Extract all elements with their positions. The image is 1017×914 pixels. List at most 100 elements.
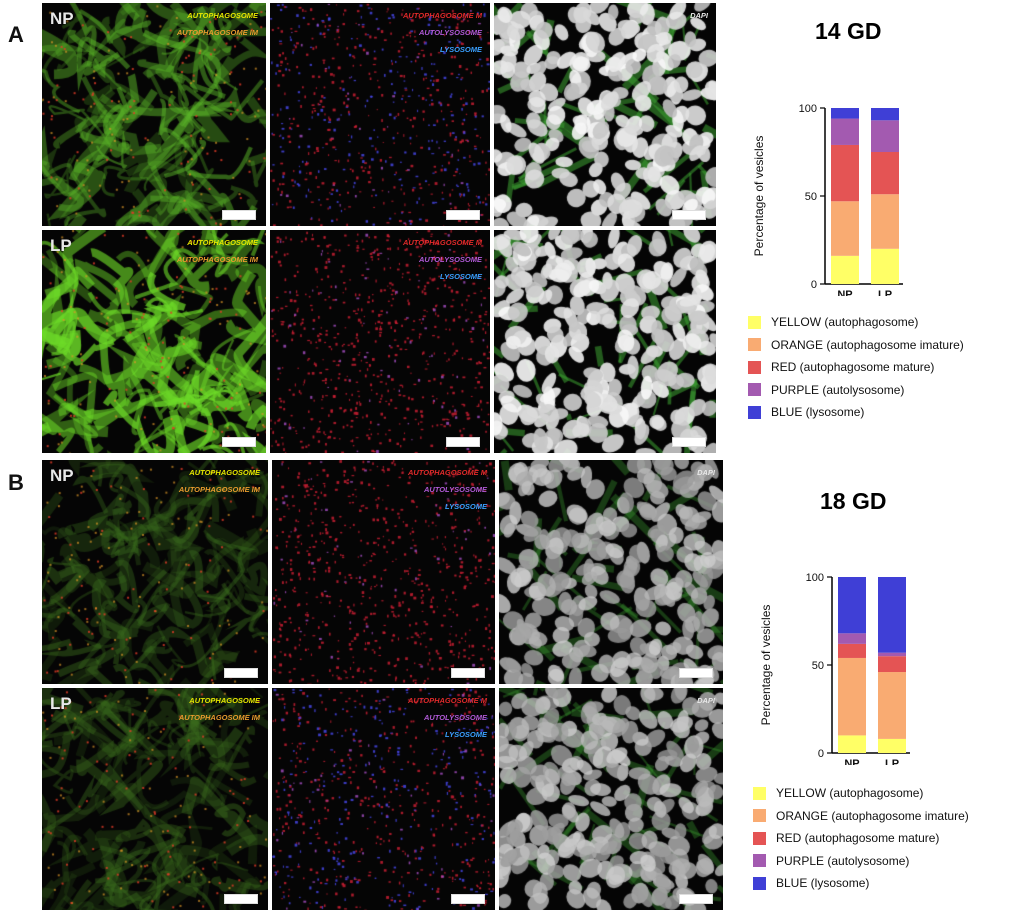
legend-swatch [753,786,766,800]
micrograph-a-2-2: AUTOPHAGOSOME M AUTOLYSOSOME LYSOSOME [270,230,490,453]
legend-swatch [748,405,761,419]
micrograph-a-1-1: NP AUTOPHAGOSOME AUTOPHAGOSOME IM [42,3,266,226]
x-tick-label: LP [878,289,892,296]
legend-swatch [748,315,761,329]
channel-label: AUTOPHAGOSOME IM [178,713,260,722]
micrograph-b-2-3: DAPI [499,688,723,910]
legend-label: ORANGE (autophagosome imature) [771,337,964,352]
scale-bar [224,894,258,904]
bar-np-yellow [838,735,866,753]
bar-np-purple [838,633,866,644]
channel-label: AUTOLYSOSOME [423,713,487,722]
legend-entry: PURPLE (autolysosome) [753,850,969,873]
scale-bar [672,437,706,447]
bar-np-blue [838,577,866,634]
scale-bar [679,894,713,904]
bar-np-orange [831,201,859,256]
legend-swatch [748,338,761,352]
bar-lp-blue [878,577,906,653]
chart-14gd-title: 14 GD [815,18,882,44]
legend-label: BLUE (lysosome) [776,876,870,891]
legend-entry: ORANGE (autophagosome imature) [748,334,964,357]
channel-label: LYSOSOME [440,272,482,281]
channel-label: AUTOPHAGOSOME IM [176,255,258,264]
micrograph-a-1-2: AUTOPHAGOSOME M AUTOLYSOSOME LYSOSOME [270,3,490,226]
legend-label: PURPLE (autolysosome) [771,382,905,397]
bar-lp-yellow [878,738,906,753]
y-axis-label: Percentage of vesicles [759,605,773,726]
channel-label: AUTOPHAGOSOME [187,11,258,20]
channel-label: DAPI [690,11,708,20]
bar-np-orange [838,657,866,736]
panel-letter-a: A [8,22,24,47]
bar-np-blue [831,108,859,119]
chart-14gd: Percentage of vesicles 0 50 100 NP LP [752,103,903,296]
x-tick-label: NP [837,289,852,296]
legend-label: YELLOW (autophagosome) [771,315,919,330]
chart-14gd-legend: YELLOW (autophagosome) ORANGE (autophagos… [748,311,964,424]
legend-swatch [748,383,761,397]
scale-bar [451,668,485,678]
scale-bar [451,894,485,904]
scale-bar [672,210,706,220]
scale-bar [222,437,256,447]
channel-label: AUTOLYSOSOME [423,485,487,494]
bar-lp-red [871,152,899,195]
scale-bar [679,668,713,678]
channel-label: AUTOPHAGOSOME [189,468,260,477]
legend-swatch [753,809,766,823]
bar-lp-blue [871,108,899,121]
micrograph-a-1-3: DAPI [494,3,716,226]
scale-bar [446,210,480,220]
legend-entry: RED (autophagosome mature) [753,827,969,850]
micrograph-b-2-2: AUTOPHAGOSOME M AUTOLYSOSOME LYSOSOME [272,688,495,910]
channel-label: AUTOPHAGOSOME M [402,11,482,20]
scale-bar [222,210,256,220]
y-tick-label: 50 [805,191,817,203]
bar-np-purple [831,118,859,145]
channel-label: AUTOLYSOSOME [418,28,482,37]
legend-label: YELLOW (autophagosome) [776,786,924,801]
channel-label: DAPI [697,696,715,705]
bar-lp-red [878,656,906,673]
scale-bar [446,437,480,447]
y-tick-label: 100 [799,103,817,115]
y-tick-label: 0 [811,279,817,291]
micrograph-a-2-1: LP AUTOPHAGOSOME AUTOPHAGOSOME IM [42,230,266,453]
channel-label: LYSOSOME [445,502,487,511]
y-tick-label: 100 [806,572,824,584]
channel-label: LYSOSOME [445,730,487,739]
chart-18gd-legend: YELLOW (autophagosome) ORANGE (autophagos… [753,782,969,895]
bar-lp-orange [871,194,899,249]
channel-label: AUTOPHAGOSOME [189,696,260,705]
chart-18gd-title: 18 GD [820,488,887,514]
group-label: LP [50,236,72,255]
bar-np-red [838,643,866,658]
chart-18gd: Percentage of vesicles 0 50 100 NP LP [759,572,910,765]
legend-entry: ORANGE (autophagosome imature) [753,805,969,828]
channel-label: AUTOPHAGOSOME M [407,468,487,477]
legend-entry: PURPLE (autolysosome) [748,379,964,402]
channel-label: AUTOLYSOSOME [418,255,482,264]
channel-label: DAPI [697,468,715,477]
bar-lp-purple [878,652,906,657]
group-label: LP [50,694,72,713]
legend-entry: BLUE (lysosome) [748,401,964,424]
legend-label: RED (autophagosome mature) [771,360,935,375]
channel-label: AUTOPHAGOSOME M [407,696,487,705]
legend-swatch [748,360,761,374]
micrograph-b-1-3: DAPI [499,460,723,684]
legend-entry: RED (autophagosome mature) [748,356,964,379]
micrograph-b-1-2: AUTOPHAGOSOME M AUTOLYSOSOME LYSOSOME [272,460,495,684]
micrograph-a-2-3 [494,230,716,453]
legend-label: RED (autophagosome mature) [776,831,940,846]
legend-entry: YELLOW (autophagosome) [748,311,964,334]
group-label: NP [50,9,74,28]
channel-label: AUTOPHAGOSOME IM [176,28,258,37]
micrograph-b-2-1: LP AUTOPHAGOSOME AUTOPHAGOSOME IM [42,688,268,910]
legend-swatch [753,831,766,845]
bar-np-yellow [831,255,859,284]
group-label: NP [50,466,74,485]
y-tick-label: 50 [812,660,824,672]
bar-lp-purple [871,120,899,152]
